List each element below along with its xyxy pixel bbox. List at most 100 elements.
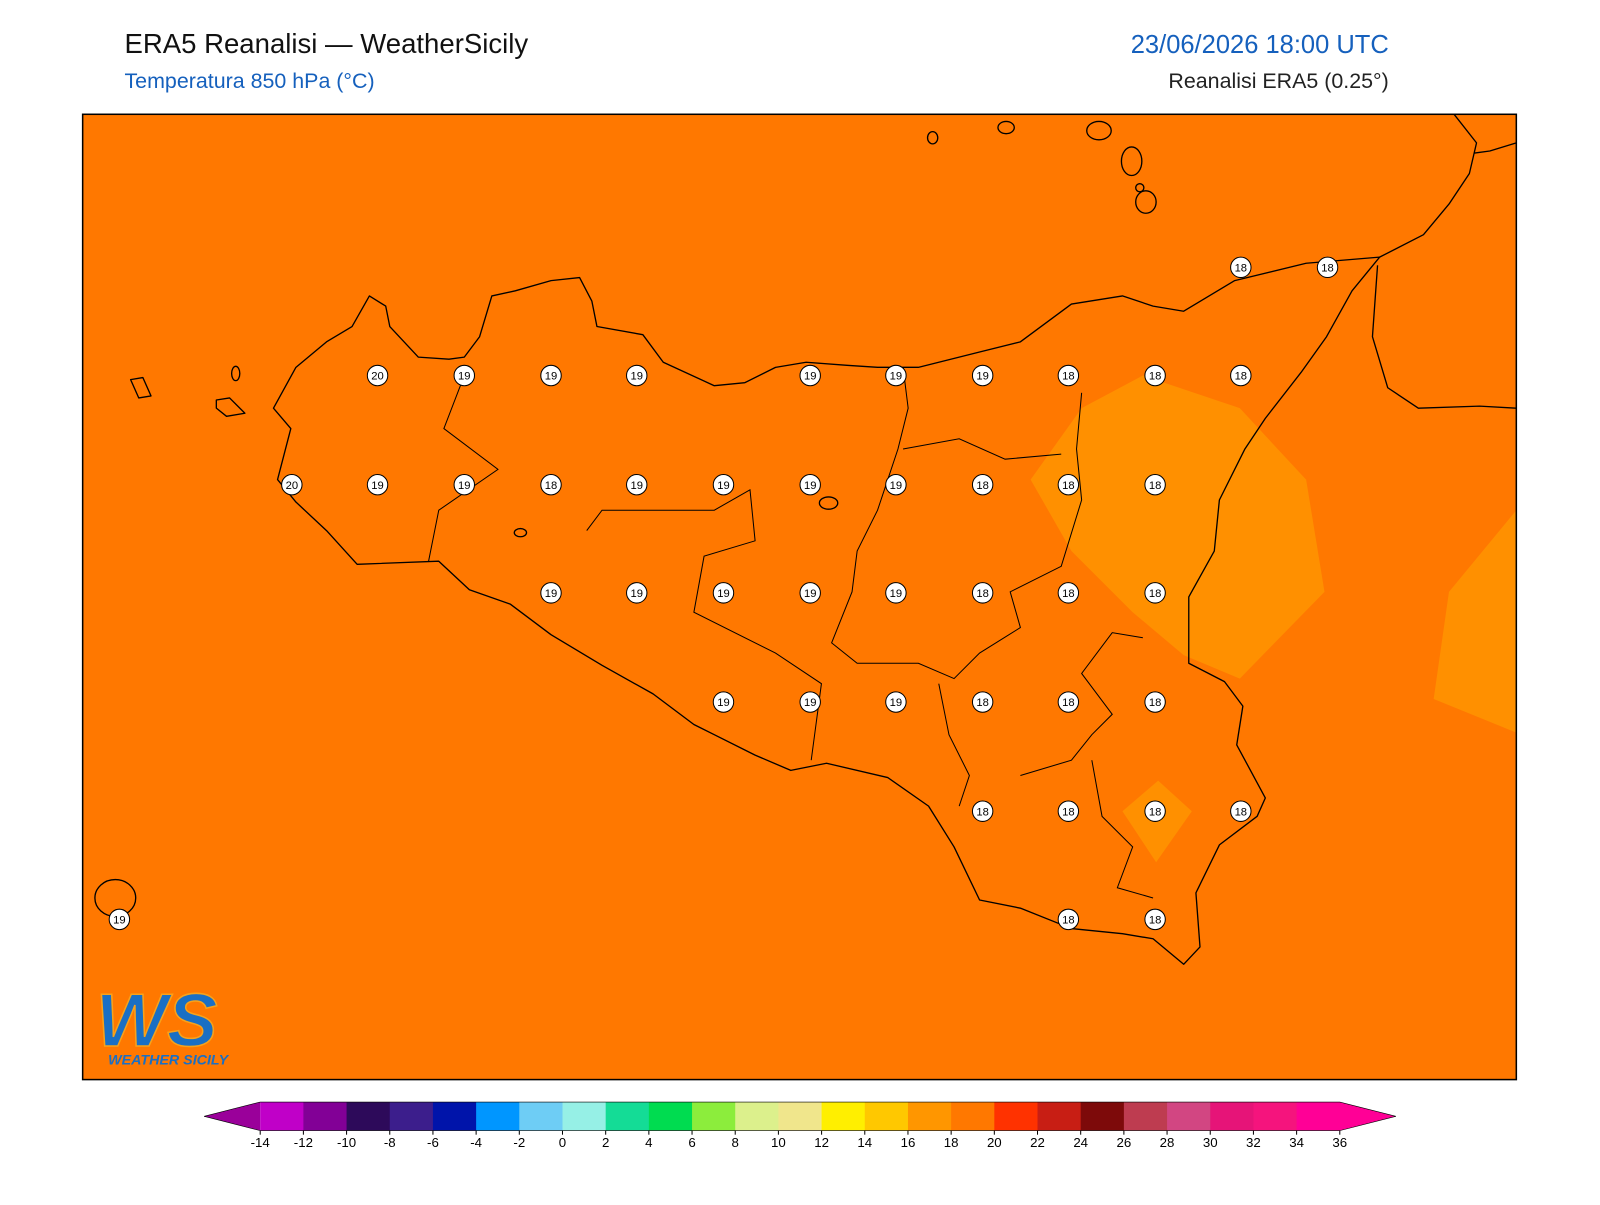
station-value: 19 <box>717 697 729 709</box>
station-marker <box>1230 364 1252 387</box>
colorbar-tick-label: 18 <box>944 1135 959 1150</box>
stations: 18 18 20 19 19 19 19 19 19 18 18 18 20 19 19 18 19 19 19 19… <box>108 256 1339 931</box>
colorbar-segment <box>692 1102 736 1131</box>
station-value: 19 <box>630 588 642 600</box>
station-marker <box>1230 256 1252 279</box>
station-value: 19 <box>113 914 125 926</box>
station-value: 18 <box>1321 262 1333 274</box>
station-value: 19 <box>804 697 816 709</box>
map: 18 18 20 19 19 19 19 19 19 18 18 18 20 19 19 18 19 19 19 19… <box>81 113 1518 1081</box>
colorbar-tick-label: 16 <box>901 1135 916 1150</box>
station-marker <box>799 364 821 387</box>
colorbar-tick-label: 8 <box>732 1135 739 1150</box>
colorbar-tick-label: 32 <box>1246 1135 1261 1150</box>
colorbar-tick-label: -8 <box>384 1135 396 1150</box>
station-value: 18 <box>1062 480 1074 492</box>
station-value: 19 <box>976 371 988 383</box>
colorbar-tick-label: 34 <box>1289 1135 1304 1150</box>
colorbar-tick-label: 10 <box>771 1135 786 1150</box>
logo-mark: WS <box>96 979 218 1063</box>
colorbar-segment <box>260 1102 304 1131</box>
sicily-coast <box>272 256 1381 965</box>
station-value: 18 <box>976 806 988 818</box>
colorbar-segment <box>519 1102 563 1131</box>
station-marker <box>971 364 994 387</box>
calabria-coast <box>1371 113 1517 409</box>
warm-area <box>1030 375 1325 679</box>
station-value: 20 <box>286 480 298 492</box>
station-marker <box>885 364 907 387</box>
station-value: 18 <box>1149 914 1161 926</box>
station-value: 19 <box>630 480 642 492</box>
colorbar-segment <box>562 1102 607 1131</box>
colorbar-segment <box>346 1102 391 1131</box>
station-value: 18 <box>976 697 988 709</box>
station-value: 19 <box>804 371 816 383</box>
station-value: 18 <box>1149 480 1161 492</box>
station-value: 19 <box>890 371 902 383</box>
station-value: 18 <box>1149 588 1161 600</box>
warm-area <box>1433 510 1517 733</box>
source: Reanalisi ERA5 (0.25°) <box>1168 69 1388 93</box>
station-marker <box>626 582 648 604</box>
station-marker <box>1144 364 1166 387</box>
station-value: 20 <box>371 371 383 383</box>
colorbar-tick-label: 6 <box>688 1135 695 1150</box>
station-marker <box>799 582 821 604</box>
station-value: 18 <box>1235 262 1247 274</box>
colorbar-segment <box>389 1102 434 1131</box>
colorbar-segment <box>1037 1102 1082 1131</box>
station-marker <box>885 691 907 713</box>
colorbar-tick-label: 30 <box>1203 1135 1218 1150</box>
station-marker <box>281 473 303 496</box>
islands <box>94 120 1157 917</box>
station-marker <box>1144 800 1166 822</box>
colorbar-tick-label: 20 <box>987 1135 1002 1150</box>
colorbar-tick-label: -12 <box>294 1135 313 1150</box>
station-marker <box>885 582 907 604</box>
station-value: 19 <box>890 588 902 600</box>
colorbar-segment <box>1123 1102 1168 1131</box>
colorbar-segment <box>951 1102 995 1131</box>
station-marker <box>799 691 821 713</box>
colorbar-segment <box>303 1102 348 1131</box>
datetime: 23/06/2026 18:00 UTC <box>1131 31 1389 59</box>
colorbar-segment <box>648 1102 693 1131</box>
station-marker <box>366 364 389 387</box>
station-marker <box>453 473 475 496</box>
station-marker <box>799 473 821 496</box>
station-marker <box>712 473 735 496</box>
station-value: 18 <box>1062 806 1074 818</box>
station-value: 19 <box>804 480 816 492</box>
colorbar-tick-label: 14 <box>857 1135 872 1150</box>
station-marker <box>1144 691 1166 713</box>
station-marker <box>1144 582 1166 604</box>
colorbar-tick-label: 0 <box>559 1135 566 1150</box>
station-value: 19 <box>458 371 470 383</box>
station-marker <box>540 364 562 387</box>
station-marker <box>885 473 907 496</box>
province-border <box>428 367 1154 899</box>
station-value: 18 <box>1235 371 1247 383</box>
station-value: 18 <box>976 480 988 492</box>
colorbar-segment <box>778 1102 823 1131</box>
station-marker <box>366 473 389 496</box>
station-value: 19 <box>804 588 816 600</box>
colorbar-under <box>204 1102 261 1131</box>
colorbar-tick-label: -10 <box>337 1135 356 1150</box>
station-value: 18 <box>1062 914 1074 926</box>
colorbar-tick-label: -4 <box>470 1135 482 1150</box>
station-marker <box>1057 691 1080 713</box>
station-marker <box>1316 256 1339 279</box>
station-value: 18 <box>1062 371 1074 383</box>
station-marker <box>1057 364 1080 387</box>
colorbar: -14 -12 -10 -8 -6 -4 -2 0 2 4 6 8 10 12 14 16 18 20 22 24 26… <box>204 1101 1396 1150</box>
station-value: 18 <box>1062 697 1074 709</box>
station-value: 18 <box>1062 588 1074 600</box>
colorbar-segment <box>907 1102 952 1131</box>
station-marker <box>1144 473 1166 496</box>
station-value: 18 <box>1149 806 1161 818</box>
station-marker <box>712 691 735 713</box>
station-marker <box>971 473 994 496</box>
